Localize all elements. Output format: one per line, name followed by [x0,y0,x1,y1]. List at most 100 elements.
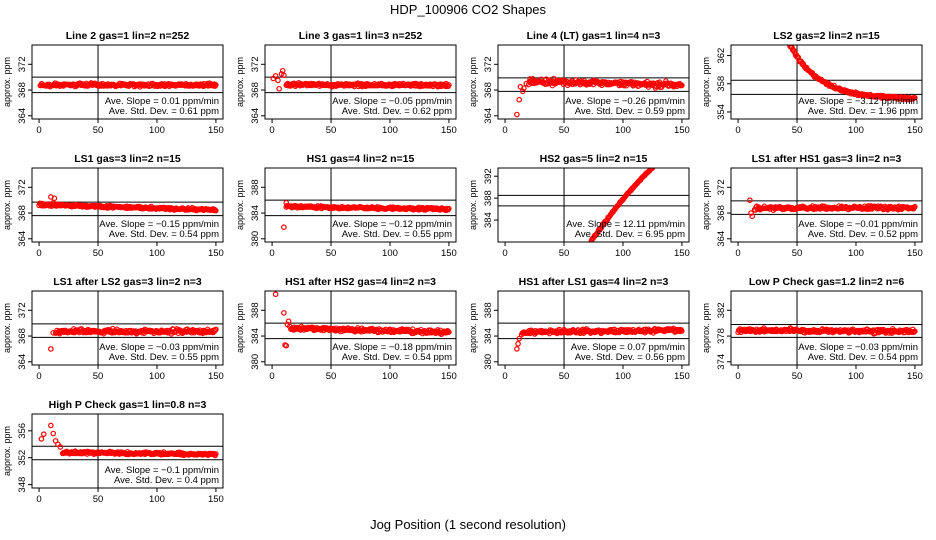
x-tick-label: 50 [93,248,104,259]
x-tick-label: 150 [441,371,457,382]
panel-7: HS2 gas=5 lin=2 n=15 0 50 100 150 384 388 392 ap… [468,153,690,259]
panel-title: Line 4 (LT) gas=1 lin=4 n=3 [527,30,661,42]
y-tick-label: 372 [483,56,494,72]
figure-title: HDP_100906 CO2 Shapes [389,2,547,17]
y-tick-label: 382 [716,302,727,318]
data-points [272,291,452,349]
slope-annotation: Ave. Slope = 12.11 ppm/min [566,219,685,230]
x-tick-label: 150 [674,371,690,382]
y-tick-label: 388 [250,302,261,318]
data-point [211,206,218,213]
data-point [213,207,219,214]
x-tick-label: 0 [735,125,740,136]
y-tick-label: 368 [17,205,28,221]
data-point [446,82,452,88]
x-tick-label: 0 [269,125,274,136]
y-axis-label: approx. ppm [235,180,245,230]
panel-5: LS1 gas=3 lin=2 n=15 0 50 100 150 364 368 372 ap… [2,153,224,259]
stddev-annotation: Ave. Std. Dev. = 0.62 ppm [342,106,452,117]
y-axis-label: approx. ppm [2,180,12,230]
data-point [747,197,753,203]
data-point [521,85,527,91]
panel-6: HS1 gas=4 lin=2 n=15 0 50 100 150 380 384 388 ap… [235,153,457,259]
data-point [276,85,282,92]
x-tick-label: 100 [615,248,631,259]
y-tick-label: 388 [483,302,494,318]
panel-12: Low P Check gas=1.2 lin=2 n=6 0 50 100 150 37… [701,276,923,382]
x-tick-label: 0 [269,248,274,259]
panel-13: High P Check gas=1 lin=0.8 n=3 0 50 100 150 3… [2,399,224,505]
plot-frame [31,167,224,243]
x-tick-label: 50 [792,371,803,382]
slope-annotation: Ave. Slope = −0.12 ppm/min [332,219,452,230]
data-point [912,328,918,335]
stddev-annotation: Ave. Std. Dev. = 0.4 ppm [114,475,219,486]
y-axis-label: approx. ppm [468,180,478,230]
y-axis-label: approx. ppm [701,57,711,107]
y-axis-label: approx. ppm [235,57,245,107]
data-point [749,213,756,220]
y-tick-label: 384 [250,328,261,344]
data-point [57,444,64,450]
panel-8: LS1 after HS1 gas=3 lin=2 n=3 0 50 100 150 36… [701,153,923,259]
data-point [519,88,526,95]
slope-annotation: Ave. Slope = −0.26 ppm/min [565,96,685,107]
x-tick-label: 0 [269,371,274,382]
slope-annotation: Ave. Slope = −0.18 ppm/min [332,342,452,353]
data-point [515,340,521,347]
data-points [36,194,219,214]
x-tick-label: 100 [382,125,398,136]
y-tick-label: 368 [250,82,261,98]
panel-title: LS1 after HS1 gas=3 lin=2 n=3 [752,153,902,165]
data-point [213,451,219,457]
x-tick-label: 50 [792,125,803,136]
stddev-annotation: Ave. Std. Dev. = 0.55 ppm [109,352,219,363]
y-tick-label: 354 [716,104,727,120]
plot-frame [730,290,923,366]
panel-title: Line 3 gas=1 lin=3 n=252 [299,30,423,42]
x-tick-label: 100 [149,248,165,259]
y-tick-label: 368 [17,328,28,344]
panel-title: HS1 after LS1 gas=4 lin=2 n=3 [519,276,669,288]
y-tick-label: 364 [483,108,494,124]
plot-frame [497,167,690,243]
y-tick-label: 368 [483,82,494,98]
panel-title: LS1 after LS2 gas=3 lin=2 n=3 [53,276,202,288]
y-tick-label: 384 [250,205,261,221]
y-axis-label: approx. ppm [235,303,245,353]
slope-annotation: Ave. Slope = 0.07 ppm/min [571,342,685,353]
y-tick-label: 364 [17,354,28,370]
plot-frame [264,290,457,366]
data-point [679,328,685,334]
x-tick-label: 100 [149,494,165,505]
data-point [679,82,685,89]
y-tick-label: 352 [17,450,28,466]
data-point [748,210,754,216]
x-tick-label: 150 [208,125,224,136]
data-point [446,205,452,212]
y-tick-label: 364 [17,108,28,124]
data-points [270,67,452,92]
slope-annotation: Ave. Slope = −0.03 ppm/min [99,342,219,353]
slope-annotation: Ave. Slope = 0.01 ppm/min [105,96,219,107]
data-point [48,346,54,352]
x-tick-label: 50 [792,248,803,259]
x-tick-label: 150 [907,248,923,259]
y-axis-label: approx. ppm [701,180,711,230]
x-tick-label: 100 [615,371,631,382]
y-tick-label: 364 [716,231,727,247]
x-tick-label: 100 [149,371,165,382]
x-tick-label: 150 [208,494,224,505]
stddev-annotation: Ave. Std. Dev. = 0.54 ppm [342,352,452,363]
y-tick-label: 392 [483,168,494,184]
y-tick-label: 380 [250,231,261,247]
y-tick-label: 384 [483,212,494,228]
data-point [281,224,287,231]
y-tick-label: 380 [250,354,261,370]
panel-title: LS2 gas=2 lin=2 n=15 [773,30,880,42]
panel-title: HS2 gas=5 lin=2 n=15 [540,153,648,165]
x-tick-label: 150 [441,125,457,136]
slope-annotation: Ave. Slope = −0.01 ppm/min [798,219,918,230]
plot-frame [31,44,224,120]
data-points [747,197,918,220]
